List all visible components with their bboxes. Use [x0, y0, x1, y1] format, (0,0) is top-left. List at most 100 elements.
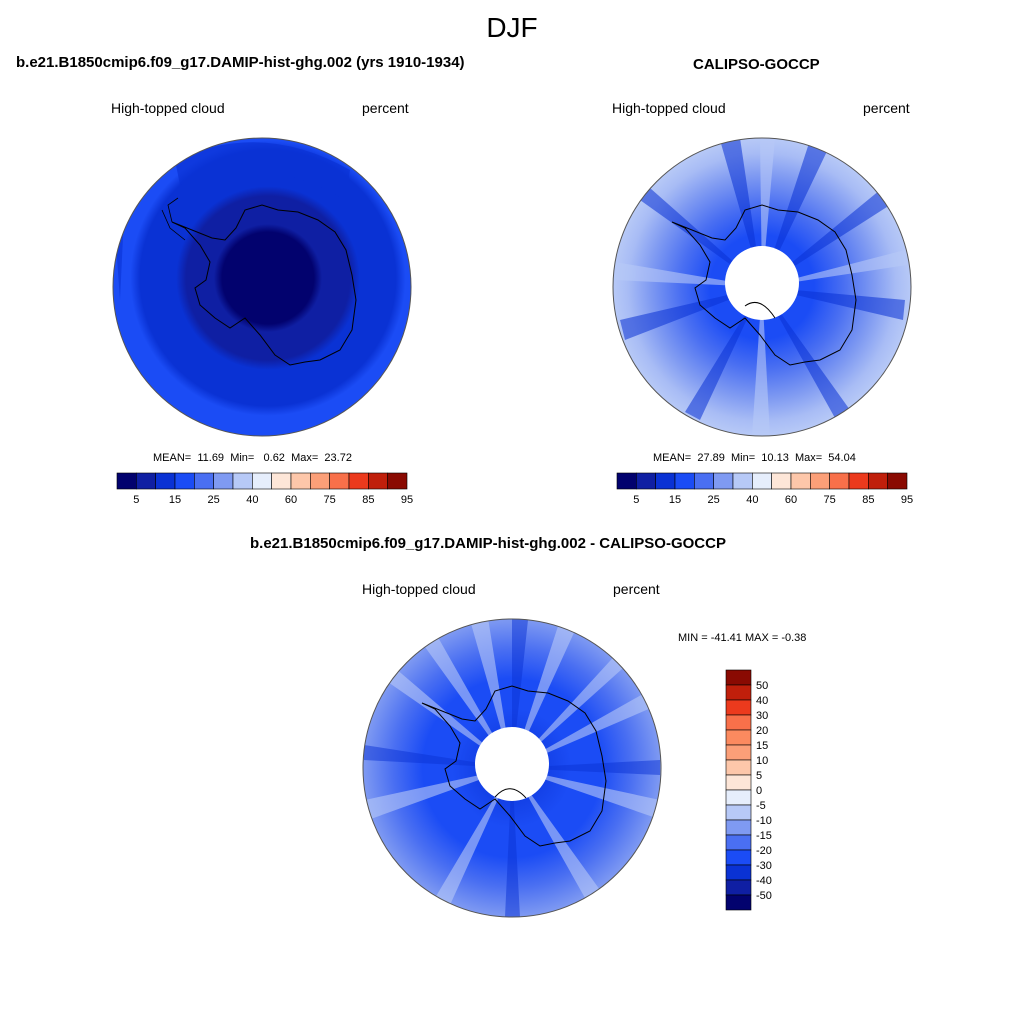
panel-3-right-label: percent: [613, 581, 660, 597]
panel-3-colorbar-swatch: [725, 804, 752, 821]
panel-2-colorbar-tick-label: 60: [785, 494, 797, 506]
panel-3-colorbar-tick-label: 5: [756, 770, 762, 782]
panel-2-min-label: Min=: [731, 452, 756, 464]
panel-2-colorbar-swatch: [829, 472, 850, 490]
panel-1-colorbar-swatch: [194, 472, 214, 490]
panel-2-mean: 27.89: [697, 452, 725, 464]
panel-3-colorbar-swatch: [725, 669, 752, 686]
panel-2-colorbar-tick-label: 75: [824, 494, 836, 506]
panel-3-colorbar-tick-label: 0: [756, 785, 762, 797]
panel-3-colorbar-swatch: [725, 714, 752, 731]
panel-1-max: 23.72: [324, 452, 352, 464]
panel-1-colorbar: 5 15 25 40 60 75 85 95: [116, 472, 413, 506]
panel-3-colorbar-swatch: [725, 834, 752, 851]
panel-3-colorbar-swatch: [725, 729, 752, 746]
panel-1-mean: 11.69: [197, 452, 225, 464]
panel-3-colorbar-tick-label: 15: [756, 740, 768, 752]
panel-2-colorbar-tick-label: 40: [746, 494, 758, 506]
panel-3-colorbar-swatch: [725, 864, 752, 881]
panel-2-colorbar-swatch: [848, 472, 869, 490]
panel-3-colorbar-tick-label: -50: [756, 890, 772, 902]
panel-1-colorbar-swatch: [174, 472, 195, 490]
panel-3-colorbar-tick-label: 20: [756, 725, 768, 737]
panel-1-colorbar-swatch: [290, 472, 311, 490]
panel-1-colorbar-tick-label: 5: [133, 494, 139, 506]
panel-3-left-label: High-topped cloud: [362, 581, 476, 597]
panel-3-colorbar-swatch: [725, 879, 752, 896]
panel-2-mean-label: MEAN=: [653, 452, 692, 464]
panel-1-colorbar-swatch: [271, 472, 292, 490]
panel-2-map: [612, 137, 912, 437]
panel-3-map: [362, 618, 662, 918]
panel-2-colorbar-swatch: [616, 472, 637, 490]
figure-title: DJF: [486, 12, 538, 43]
panel-2-colorbar: 5 15 25 40 60 75 85 95: [616, 472, 913, 506]
panel-1-colorbar-tick-label: 40: [246, 494, 258, 506]
panel-3-colorbar-tick-label: 10: [756, 755, 768, 767]
panel-2-right-label: percent: [863, 100, 910, 116]
panel-2-left-label: High-topped cloud: [612, 100, 726, 116]
panel-3-colorbar-tick-label: -30: [756, 860, 772, 872]
panel-2-colorbar-swatch: [674, 472, 695, 490]
panel-1-colorbar-swatch: [252, 472, 272, 490]
panel-1-min: 0.62: [263, 452, 285, 464]
panel-1-colorbar-tick-label: 15: [169, 494, 181, 506]
panel-2-colorbar-swatch: [732, 472, 753, 490]
panel-3-colorbar-swatch: [725, 819, 752, 836]
panel-3-stats: MIN = -41.41 MAX = -0.38: [678, 632, 807, 644]
panel-2-colorbar-swatch: [636, 472, 656, 490]
panel-2-colorbar-swatch: [713, 472, 734, 490]
panel-2-colorbar-swatch: [694, 472, 714, 490]
panel-3-colorbar-tick-label: -40: [756, 875, 772, 887]
panel-2-colorbar-swatch: [655, 472, 676, 490]
panel-1-mean-label: MEAN=: [153, 452, 192, 464]
panel-1-title: b.e21.B1850cmip6.f09_g17.DAMIP-hist-ghg.…: [16, 54, 465, 71]
panel-1-min-label: Min=: [230, 452, 255, 464]
panel-1-colorbar-swatch: [136, 472, 156, 490]
panel-2-stats: MEAN= 27.89 Min= 10.13 Max= 54.04: [653, 452, 856, 464]
panel-1-map: [112, 137, 412, 437]
panel-3-colorbar-swatch: [725, 699, 752, 716]
panel-3-colorbar-swatch: [725, 684, 752, 701]
panel-3-colorbar-tick-label: -10: [756, 815, 772, 827]
panel-2-colorbar-swatch: [868, 472, 888, 490]
panel-1-colorbar-tick-label: 95: [401, 494, 413, 506]
panel-1-colorbar-swatch: [387, 472, 408, 490]
panel-1-max-label: Max=: [291, 452, 319, 464]
panel-3-colorbar-swatch: [725, 744, 752, 761]
panel-1-colorbar-swatch: [310, 472, 330, 490]
panel-2-title: CALIPSO-GOCCP: [693, 56, 820, 73]
panel-3-colorbar-tick-label: 40: [756, 695, 768, 707]
panel-1-colorbar-tick-label: 25: [208, 494, 220, 506]
panel-3-colorbar-swatch: [725, 849, 752, 866]
panel-1-colorbar-tick-label: 85: [362, 494, 374, 506]
panel-1-colorbar-swatch: [155, 472, 176, 490]
panel-3-colorbar-tick-label: -5: [756, 800, 766, 812]
panel-1-left-label: High-topped cloud: [111, 100, 225, 116]
panel-2-colorbar-tick-label: 15: [669, 494, 681, 506]
panel-2-colorbar-tick-label: 5: [633, 494, 639, 506]
panel-2-min: 10.13: [761, 452, 789, 464]
panel-3-colorbar-swatch: [725, 759, 752, 776]
panel-1-right-label: percent: [362, 100, 409, 116]
panel-1-colorbar-swatch: [329, 472, 350, 490]
panel-2-colorbar-swatch: [771, 472, 792, 490]
panel-1-colorbar-swatch: [213, 472, 234, 490]
panel-1-colorbar-swatch: [368, 472, 388, 490]
panel-2-colorbar-tick-label: 85: [862, 494, 874, 506]
panel-2-colorbar-swatch: [790, 472, 811, 490]
panel-3-colorbar-tick-label: 50: [756, 680, 768, 692]
panel-3-colorbar-swatch: [725, 789, 752, 806]
panel-2-colorbar-tick-label: 25: [708, 494, 720, 506]
panel-1-colorbar-tick-label: 75: [324, 494, 336, 506]
panel-2-colorbar-swatch: [752, 472, 772, 490]
panel-3-colorbar-tick-label: -15: [756, 830, 772, 842]
panel-1-stats: MEAN= 11.69 Min= 0.62 Max= 23.72: [153, 452, 352, 464]
panel-3-colorbar-tick-label: 30: [756, 710, 768, 722]
panel-2-max-label: Max=: [794, 452, 823, 464]
panel-3-colorbar-tick-label: -20: [756, 845, 772, 857]
panel-1-colorbar-swatch: [232, 472, 253, 490]
panel-2-colorbar-tick-label: 95: [901, 494, 913, 506]
